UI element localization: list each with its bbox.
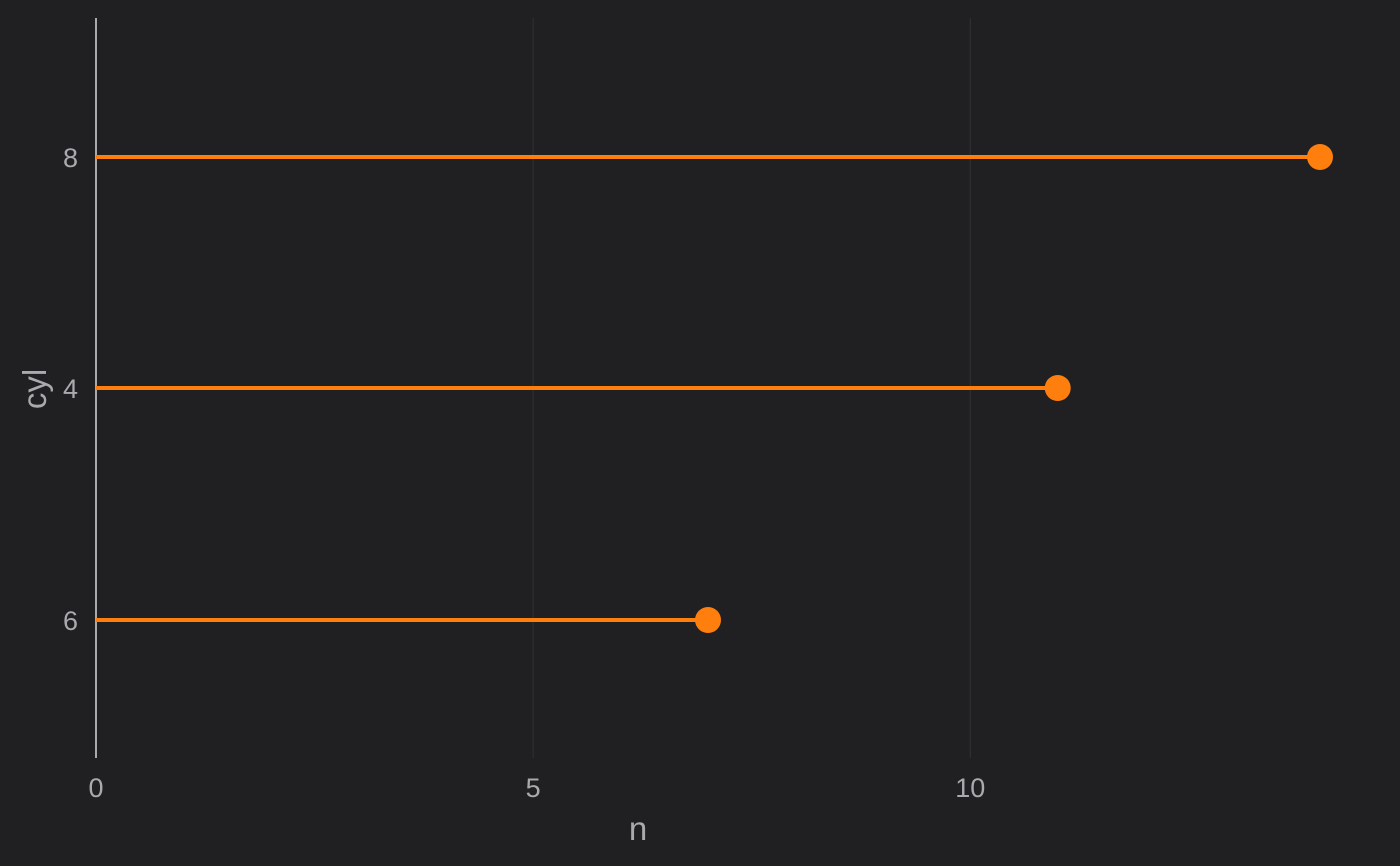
point-cyl-6 bbox=[695, 607, 721, 633]
x-axis-title: n bbox=[629, 810, 647, 847]
lollipop-points bbox=[695, 144, 1333, 633]
y-tick-label-4: 4 bbox=[63, 374, 78, 404]
y-tick-label-8: 8 bbox=[63, 143, 78, 173]
point-cyl-4 bbox=[1044, 375, 1071, 401]
y-axis-title: cyl bbox=[16, 369, 53, 409]
x-tick-label-0: 0 bbox=[88, 773, 103, 803]
x-tick-label-10: 10 bbox=[955, 773, 985, 803]
point-cyl-8 bbox=[1307, 144, 1333, 170]
x-axis-ticks: 0 5 10 bbox=[88, 773, 985, 803]
y-tick-label-6: 6 bbox=[63, 606, 78, 636]
y-axis-ticks: 6 4 8 bbox=[63, 143, 78, 636]
x-tick-label-5: 5 bbox=[526, 773, 541, 803]
lollipop-stems bbox=[96, 155, 1320, 622]
